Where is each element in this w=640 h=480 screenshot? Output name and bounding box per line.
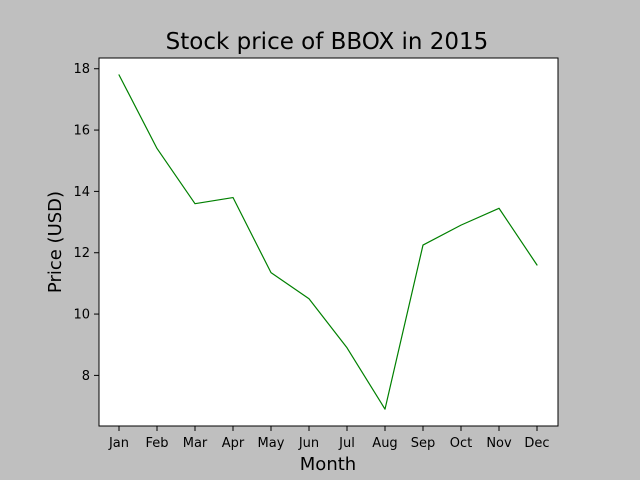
x-tick-label: May (258, 436, 285, 451)
y-tick-label: 12 (73, 246, 90, 261)
x-tick-label: Feb (145, 436, 168, 451)
series-line (118, 74, 538, 410)
x-axis-label: Month (300, 454, 356, 475)
y-tick-label: 18 (73, 62, 90, 77)
x-tick-label: Apr (222, 436, 245, 451)
y-tick-label: 16 (73, 124, 90, 139)
x-tick-label: Jan (108, 436, 129, 451)
x-axis: Jan Feb Mar Apr May Jun Jul Aug Sep Oct Nov Dec (108, 426, 550, 451)
x-tick-label: Jun (298, 436, 319, 451)
x-tick-label: Nov (486, 436, 512, 451)
y-tick-label: 8 (82, 369, 90, 384)
y-tick-label: 10 (73, 308, 90, 323)
x-tick-label: Mar (183, 436, 208, 451)
y-axis-label: Price (USD) (45, 191, 66, 293)
x-tick-label: Oct (450, 436, 472, 451)
x-tick-label: Jul (338, 436, 355, 451)
y-axis: 8 10 12 14 16 18 (73, 62, 99, 384)
plot-area (98, 57, 559, 427)
series-layer (118, 74, 538, 410)
chart-title: Stock price of BBOX in 2015 (166, 29, 489, 55)
x-tick-label: Aug (372, 436, 397, 451)
y-tick-label: 14 (73, 185, 90, 200)
x-tick-label: Dec (524, 436, 549, 451)
x-tick-label: Sep (411, 436, 436, 451)
